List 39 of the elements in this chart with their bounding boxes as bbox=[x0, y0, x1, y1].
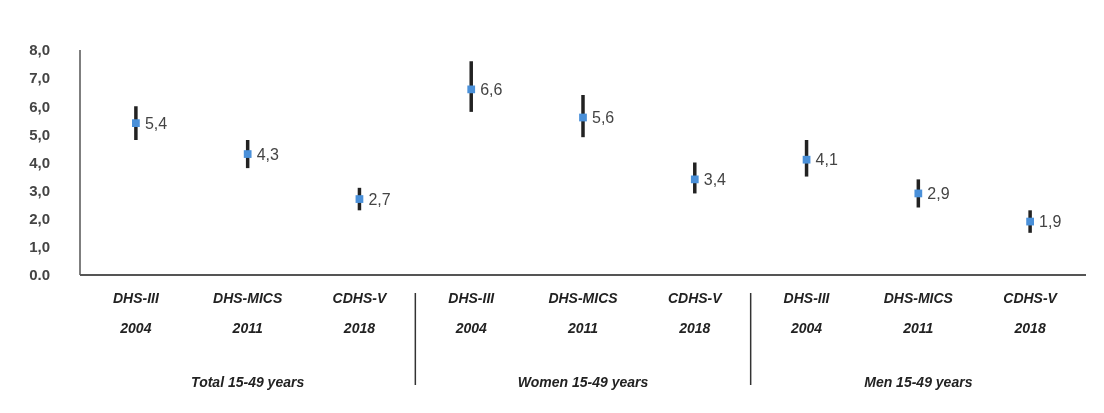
data-label: 5,4 bbox=[144, 114, 168, 132]
y-tick-label: 5,0 bbox=[29, 125, 50, 143]
text: Women 15-49 years bbox=[517, 374, 649, 390]
point bbox=[802, 155, 811, 164]
x-tick-label: CDHS-V 2018 bbox=[332, 290, 388, 336]
y-tick-label: 8,0 bbox=[29, 41, 50, 59]
x-tick-label: CDHS-V 2018 bbox=[667, 290, 724, 336]
point bbox=[914, 189, 923, 198]
y-tick-label: 3,0 bbox=[29, 181, 50, 199]
x-tick-label: DHS-MICS 2011 bbox=[883, 290, 954, 336]
y-tick-label: 1,0 bbox=[29, 238, 50, 256]
point bbox=[1026, 217, 1034, 226]
y-tick-label: 4,0 bbox=[29, 153, 50, 171]
data-label: 4,1 bbox=[815, 151, 838, 169]
point bbox=[355, 195, 364, 203]
x-tick-label: DHS-III 2004 bbox=[783, 290, 831, 336]
data-label: 1,9 bbox=[1039, 213, 1062, 231]
x-tick-label: DHS-III 2004 bbox=[448, 290, 496, 336]
data-label: 2,9 bbox=[927, 185, 950, 203]
text: Men 15-49 years bbox=[864, 374, 973, 390]
point bbox=[132, 119, 140, 127]
data-label: 2,7 bbox=[368, 190, 391, 208]
y-tick-label: 6,0 bbox=[29, 97, 50, 115]
data-label: 4,3 bbox=[256, 145, 280, 163]
data-label: 6,6 bbox=[480, 80, 503, 98]
point bbox=[579, 113, 587, 122]
x-tick-label: DHS-MICS 2011 bbox=[213, 290, 283, 336]
x-tick-label: CDHS-V 2018 bbox=[1003, 290, 1059, 336]
x-tick-label: DHS-MICS 2011 bbox=[548, 290, 619, 336]
point bbox=[243, 150, 252, 158]
y-tick-label: 7,0 bbox=[29, 69, 50, 87]
x-tick-label: DHS-III 2004 bbox=[112, 290, 160, 336]
y-tick-label: 2,0 bbox=[29, 210, 50, 227]
data-label: 5,6 bbox=[592, 109, 615, 127]
data-label: 3,4 bbox=[703, 170, 727, 188]
text: Total 15-49 years bbox=[191, 374, 305, 390]
point bbox=[690, 175, 699, 184]
y-tick-label: 0.0 bbox=[29, 266, 50, 284]
point bbox=[467, 85, 476, 94]
